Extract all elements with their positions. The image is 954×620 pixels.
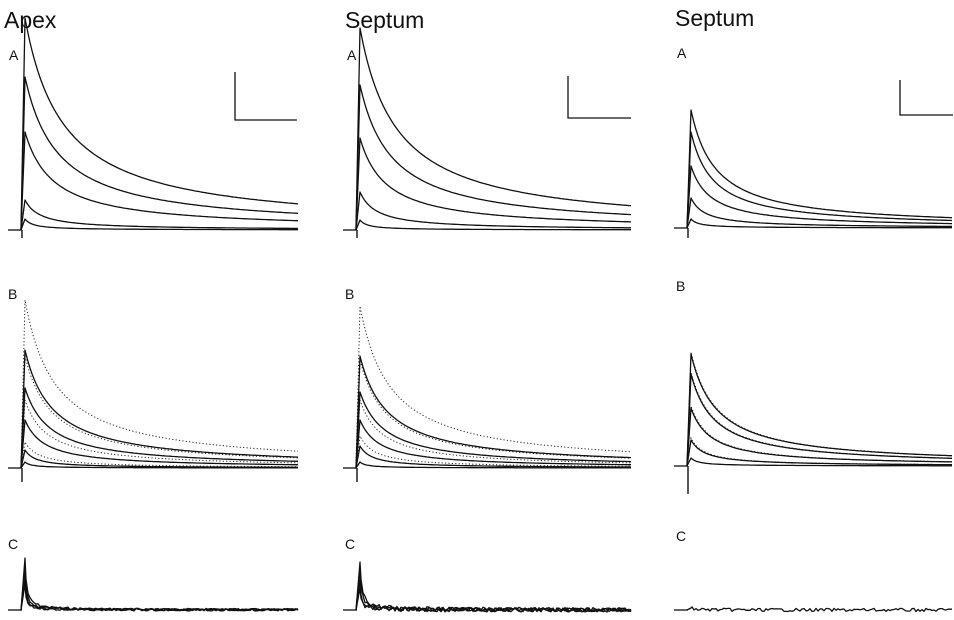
current-trace <box>355 569 632 613</box>
reference-trace-dotted <box>20 440 298 469</box>
current-trace <box>686 131 953 229</box>
column-septum: Septum A B C <box>343 7 632 613</box>
column-traces <box>674 80 953 613</box>
panel-b-label: B <box>345 286 354 302</box>
current-trace <box>20 575 299 612</box>
current-trace <box>20 461 298 469</box>
current-trace <box>20 583 299 612</box>
panel-b-label: B <box>676 278 685 294</box>
column-title: Septum <box>345 7 424 33</box>
current-trace <box>355 391 632 469</box>
current-trace <box>355 587 632 613</box>
current-trace <box>20 419 298 469</box>
column-apex: Apex A B C <box>4 7 299 612</box>
panel-c-traces <box>674 606 952 613</box>
panel-b-traces <box>674 351 953 494</box>
current-trace <box>686 353 952 467</box>
scale-bar <box>234 72 297 121</box>
panel-a-label: A <box>347 47 357 63</box>
current-trace <box>686 218 952 229</box>
current-trace <box>686 165 952 229</box>
panel-b-traces <box>8 299 299 482</box>
column-title: Apex <box>4 7 57 33</box>
current-trace <box>20 76 299 231</box>
current-trace <box>20 199 298 231</box>
current-trace <box>686 109 953 229</box>
current-trace <box>20 349 299 469</box>
column-traces <box>343 27 632 613</box>
current-trace <box>355 445 631 469</box>
panel-c-label: C <box>345 536 355 552</box>
current-trace <box>355 461 631 469</box>
current-trace <box>686 606 952 613</box>
current-trace <box>686 439 953 467</box>
current-trace <box>355 561 632 613</box>
current-trace <box>686 373 952 467</box>
current-trace <box>686 457 952 467</box>
panel-a-traces <box>674 80 953 238</box>
reference-trace-dotted <box>355 399 631 469</box>
current-trace <box>20 557 299 612</box>
reference-trace-dotted <box>686 351 953 467</box>
current-trace <box>355 419 631 469</box>
panel-c-traces <box>8 557 299 612</box>
current-trace <box>686 407 953 467</box>
current-trace <box>20 567 299 612</box>
scale-bar <box>899 80 953 116</box>
panel-c-label: C <box>8 536 18 552</box>
column-traces <box>8 17 299 612</box>
current-trace <box>686 197 952 229</box>
current-trace <box>355 355 632 469</box>
current-trace <box>20 218 298 231</box>
panel-a-traces <box>343 27 632 238</box>
panel-c-traces <box>343 561 632 613</box>
current-trace <box>355 219 631 231</box>
reference-trace-dotted <box>355 305 632 469</box>
current-trace <box>20 387 299 469</box>
panel-a-label: A <box>677 45 687 61</box>
panel-b-label: B <box>8 286 17 302</box>
current-trace <box>355 137 632 231</box>
current-trace <box>20 131 298 231</box>
reference-trace-dotted <box>20 299 299 469</box>
column-septum-2: Septum A B C <box>674 5 953 613</box>
reference-trace-dotted <box>355 434 631 469</box>
scale-bar <box>567 76 631 119</box>
current-trace <box>355 579 632 613</box>
reference-trace-dotted <box>20 399 299 469</box>
current-trace <box>355 84 632 231</box>
panel-a-traces <box>8 17 299 238</box>
panel-b-traces <box>343 305 632 482</box>
panel-a-label: A <box>9 47 19 63</box>
column-title: Septum <box>675 5 754 31</box>
current-trace <box>20 17 299 231</box>
panel-c-label: C <box>676 528 686 544</box>
current-trace <box>355 191 631 231</box>
current-trace <box>355 27 632 231</box>
